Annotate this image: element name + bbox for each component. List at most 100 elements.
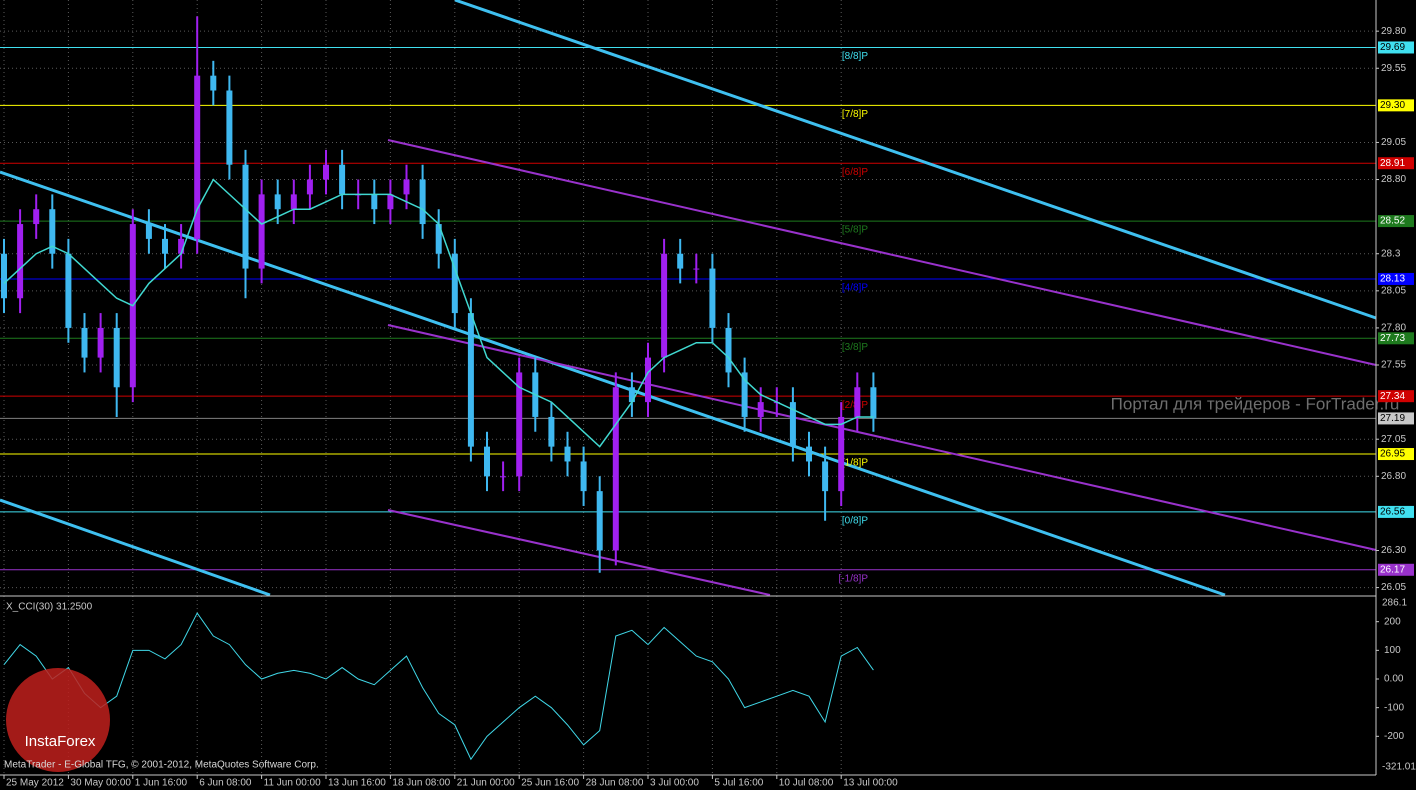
candle-body <box>500 476 507 478</box>
candle-body <box>210 75 217 91</box>
y-tick-label: -100 <box>1384 702 1404 713</box>
candle-body <box>306 179 313 195</box>
price-tag <box>1378 390 1414 403</box>
y-tick-label: 27.05 <box>1381 434 1406 445</box>
channel-line <box>0 498 271 597</box>
candle-body <box>49 209 56 254</box>
candle-body <box>484 446 490 477</box>
x-tick-label: 13 Jun 16:00 <box>328 778 386 789</box>
candle-body <box>323 164 329 180</box>
y-tick-label: 29.80 <box>1381 26 1406 37</box>
price-tag <box>1378 448 1414 461</box>
channel-line <box>387 139 1377 366</box>
x-tick-label: 5 Jul 16:00 <box>714 778 763 789</box>
x-tick-label: 25 May 2012 <box>6 778 64 789</box>
candle-body <box>435 224 442 254</box>
price-tag-label: 26.56 <box>1380 507 1405 518</box>
moving-average <box>3 178 874 448</box>
x-tick-label: 11 Jun 00:00 <box>264 778 322 789</box>
candle-body <box>757 402 764 417</box>
price-tag-label: 26.17 <box>1380 564 1405 575</box>
y-tick-label: 26.80 <box>1381 471 1406 482</box>
candle-body <box>274 194 281 210</box>
y-tick-label: 28.80 <box>1381 174 1406 185</box>
candle-body <box>645 357 651 403</box>
price-tag-label: 28.13 <box>1380 274 1405 285</box>
candle-body <box>387 194 394 210</box>
x-tick-label: 1 Jun 16:00 <box>135 778 188 789</box>
price-tag-label: 27.73 <box>1380 333 1405 344</box>
candle-body <box>1 253 7 299</box>
price-tag-label: 29.69 <box>1380 42 1405 53</box>
candle-body <box>226 90 233 165</box>
level-label: [8/8]P <box>842 51 868 62</box>
x-tick-label: 18 Jun 08:00 <box>392 778 450 789</box>
candle-body <box>65 253 72 328</box>
x-tick-label: 25 Jun 16:00 <box>521 778 579 789</box>
candle-body <box>162 238 168 254</box>
candle-body <box>371 194 378 210</box>
channel-line <box>454 0 1377 320</box>
cci-line <box>3 612 874 761</box>
candle-body <box>709 268 716 328</box>
level-label: [0/8]P <box>842 516 868 527</box>
candle-body <box>548 416 555 447</box>
candle-body <box>838 416 845 492</box>
candle-body <box>822 461 829 492</box>
y-tick-label: 200 <box>1384 616 1401 627</box>
y-tick-label: 29.05 <box>1381 137 1406 148</box>
y-tick-label: 26.30 <box>1381 545 1406 556</box>
watermark: Портал для трейдеров - ForTrader.ru <box>1111 394 1400 413</box>
candle-body <box>789 402 796 447</box>
candle-body <box>693 268 700 270</box>
x-tick-label: 30 May 00:00 <box>70 778 131 789</box>
level-label: [7/8]P <box>842 109 868 120</box>
candle-body <box>145 224 152 239</box>
level-label: [1/8]P <box>842 458 868 469</box>
x-tick-label: 21 Jun 00:00 <box>457 778 515 789</box>
candle-body <box>113 327 120 388</box>
candle-body <box>467 313 474 447</box>
price-tag <box>1378 272 1414 285</box>
candle-body <box>806 446 812 462</box>
x-tick-label: 28 Jun 08:00 <box>586 778 644 789</box>
candle-body <box>661 253 668 358</box>
candle-body <box>290 194 297 210</box>
candle-body <box>725 327 732 373</box>
y-tick-label: 0.00 <box>1384 674 1404 685</box>
level-label: [5/8]P <box>842 225 868 236</box>
last-price-tag <box>1378 412 1414 425</box>
indicator-title: X_CCI(30) 31.2500 <box>6 602 93 613</box>
price-tag-label: 28.91 <box>1380 158 1405 169</box>
y-tick-label: -200 <box>1384 731 1404 742</box>
candle-body <box>677 253 684 269</box>
candle-body <box>870 387 877 419</box>
x-tick-label: 10 Jul 08:00 <box>779 778 834 789</box>
x-tick-label: 13 Jul 00:00 <box>843 778 898 789</box>
y-tick-label: 27.55 <box>1381 360 1406 371</box>
price-tag <box>1378 563 1414 576</box>
candle-body <box>81 327 88 358</box>
level-label: [6/8]P <box>842 167 868 178</box>
candle-body <box>403 179 410 195</box>
price-tag-label: 26.95 <box>1380 449 1405 460</box>
level-label: [4/8]P <box>842 283 868 294</box>
y-tick-label: 27.80 <box>1381 323 1406 334</box>
price-tag-label: 29.30 <box>1380 100 1405 111</box>
candle-body <box>33 209 40 225</box>
candle-body <box>258 194 265 269</box>
price-tag-label: 28.52 <box>1380 216 1405 227</box>
copyright: MetaTrader - E-Global TFG, © 2001-2012, … <box>4 760 319 771</box>
y-tick-label: 29.55 <box>1381 63 1406 74</box>
price-tag <box>1378 99 1414 112</box>
candle-body <box>17 224 24 299</box>
level-label: [-1/8]P <box>839 573 869 584</box>
y-tick-label: 26.05 <box>1381 582 1406 593</box>
candle-body <box>741 372 748 417</box>
candle-body <box>516 372 523 477</box>
price-tag <box>1378 215 1414 228</box>
candle-body <box>451 253 458 314</box>
price-tag-label: 27.34 <box>1380 391 1405 402</box>
price-tag <box>1378 505 1414 518</box>
